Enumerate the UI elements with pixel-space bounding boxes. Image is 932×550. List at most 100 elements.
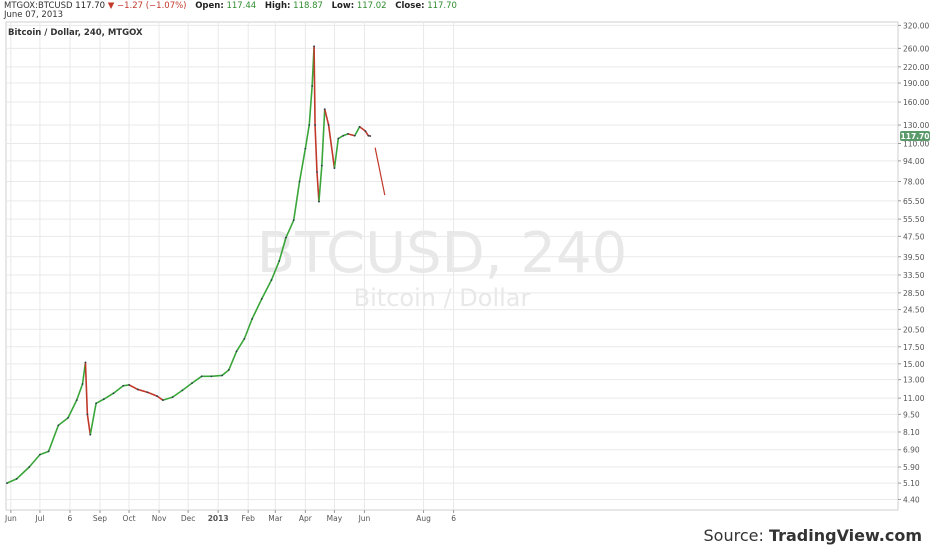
price-point (308, 124, 311, 126)
y-tick-label: 8.10 (903, 428, 920, 437)
price-point (89, 433, 92, 436)
price-segment (172, 389, 183, 398)
x-tick-label: 6 (68, 514, 73, 523)
price-point (47, 450, 50, 453)
y-tick-label: 4.40 (903, 495, 920, 504)
price-point (369, 135, 372, 137)
price-point (327, 124, 330, 126)
price-point (323, 108, 326, 111)
close-label: Close: (395, 1, 425, 11)
price-point (95, 402, 97, 405)
price-point (260, 297, 263, 300)
price-segment (292, 181, 301, 221)
price-point (364, 130, 367, 133)
price-point (136, 388, 139, 391)
y-tick-label: 260.00 (903, 44, 929, 53)
y-tick-label: 20.50 (903, 325, 925, 334)
price-segment (47, 425, 60, 452)
open-label: Open: (195, 1, 224, 11)
price-segment (364, 130, 370, 137)
price-point (28, 466, 31, 468)
y-tick-label: 320.00 (903, 21, 929, 30)
price-point (353, 134, 356, 137)
source-credit[interactable]: Source: TradingView.com (704, 526, 922, 545)
price-point (210, 375, 213, 378)
price-point (314, 124, 316, 126)
chart-title: Bitcoin / Dollar, 240, MTGOX (8, 28, 143, 38)
price-point (75, 399, 78, 402)
price-segment (313, 46, 316, 126)
price-point (128, 383, 130, 386)
low-label: Low: (331, 1, 355, 11)
high-value: 118.87 (293, 1, 323, 11)
y-tick-label: 11.00 (903, 394, 925, 403)
x-tick-label: Jul (34, 514, 44, 523)
price-point (337, 137, 340, 140)
price-segment (28, 454, 41, 468)
price-segment (354, 126, 361, 137)
price-point (6, 482, 8, 485)
price-segment (261, 279, 273, 300)
y-tick-label: 5.90 (903, 463, 920, 472)
trend-projection-line (374, 147, 386, 196)
change-arrow-icon: ▼ (107, 1, 115, 11)
price-segment (86, 414, 92, 435)
x-tick-label: Apr (299, 514, 313, 523)
y-tick-label: 5.10 (903, 479, 920, 488)
plot-frame (5, 21, 899, 511)
y-tick-label: 55.50 (903, 215, 925, 224)
price-segment (285, 219, 295, 238)
y-tick-label: 160.00 (903, 98, 929, 107)
price-segment (327, 124, 336, 169)
price-segment (337, 135, 344, 140)
price-segment (67, 399, 78, 419)
y-tick-label: 13.00 (903, 376, 925, 385)
price-segment (57, 417, 69, 426)
price-point (102, 398, 105, 401)
price-point (320, 164, 323, 167)
last-price: 117.70 (75, 1, 106, 11)
price-point (162, 399, 164, 402)
price-segment (308, 85, 313, 126)
price-segment (228, 350, 238, 371)
price-point (227, 368, 230, 371)
price-point (313, 45, 315, 48)
close-value: 117.70 (427, 1, 457, 11)
price-point (57, 424, 60, 427)
price-point (318, 200, 320, 203)
price-point (270, 279, 273, 281)
price-segment (162, 396, 173, 401)
y-tick-label: 65.50 (903, 197, 925, 206)
price-point (81, 383, 84, 385)
x-tick-label: May (327, 514, 343, 523)
price-point (243, 337, 246, 340)
price-point (156, 395, 159, 398)
price-segment (251, 298, 263, 320)
price-segment (278, 237, 287, 262)
x-tick-label: Dec (181, 514, 196, 523)
price-point (367, 134, 370, 137)
price-segment (270, 260, 280, 281)
price-segment (89, 403, 97, 435)
y-tick-label: 24.50 (903, 306, 925, 315)
price-segment (221, 369, 230, 377)
x-tick-label: Mar (268, 514, 283, 523)
price-segment (181, 382, 193, 392)
price-point (122, 384, 125, 387)
price-point (15, 477, 18, 480)
price-segment (95, 398, 105, 404)
price-segment (128, 384, 139, 391)
price-badge-label: 117.70 (901, 132, 930, 141)
price-segment (6, 478, 17, 484)
price-point (181, 389, 184, 392)
price-point (298, 180, 301, 183)
price-point (358, 125, 361, 128)
y-tick-label: 130.00 (903, 121, 929, 130)
price-segment (314, 124, 318, 173)
watermark-symbol: BTCUSD, 240 (257, 221, 628, 286)
price-point (86, 413, 89, 416)
y-tick-label: 78.00 (903, 178, 925, 187)
y-tick-label: 110.00 (903, 139, 929, 148)
low-value: 117.02 (356, 1, 387, 11)
